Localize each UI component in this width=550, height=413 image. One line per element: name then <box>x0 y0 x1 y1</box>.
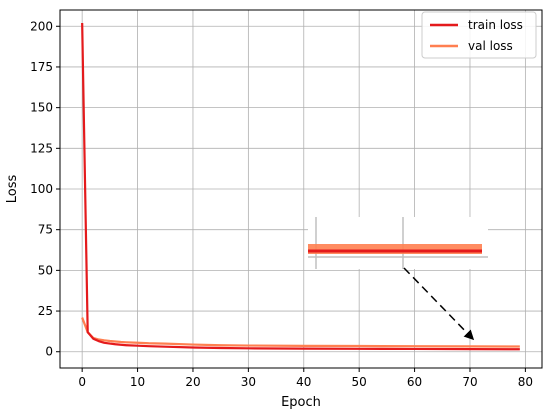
x-tick-label: 20 <box>185 375 200 389</box>
series-line-val-loss <box>81 317 520 348</box>
legend-label: val loss <box>468 39 513 53</box>
legend-label: train loss <box>468 18 523 32</box>
series-line-train-loss <box>81 22 520 351</box>
y-tick-label: 175 <box>30 60 53 74</box>
inset-background <box>308 217 488 269</box>
zoom-arrow <box>403 267 475 341</box>
x-tick-label: 40 <box>296 375 311 389</box>
x-tick-label: 30 <box>241 375 256 389</box>
y-tick-label: 50 <box>38 263 53 277</box>
x-tick-label: 80 <box>518 375 533 389</box>
x-tick-label: 70 <box>462 375 477 389</box>
x-tick-label: 60 <box>407 375 422 389</box>
x-axis-label: Epoch <box>281 395 321 410</box>
y-tick-label: 0 <box>45 345 53 359</box>
y-tick-label: 25 <box>38 304 53 318</box>
y-tick-label: 200 <box>30 19 53 33</box>
x-tick-label: 10 <box>130 375 145 389</box>
inset-val-band <box>308 244 482 254</box>
y-tick-label: 125 <box>30 141 53 155</box>
legend: train loss val loss <box>421 11 537 59</box>
y-tick-label: 75 <box>38 223 53 237</box>
y-tick-label: 100 <box>30 182 53 196</box>
zoom-inset <box>308 217 488 341</box>
y-tick-label: 150 <box>30 101 53 115</box>
y-axis-label: Loss <box>5 175 20 204</box>
axis-ticks: 0 10 20 30 40 50 60 70 80 0 25 50 75 100 125 150 175 200 <box>30 19 533 389</box>
grid <box>60 10 542 368</box>
series-lines <box>81 22 520 351</box>
x-tick-label: 50 <box>352 375 367 389</box>
x-tick-label: 0 <box>78 375 86 389</box>
